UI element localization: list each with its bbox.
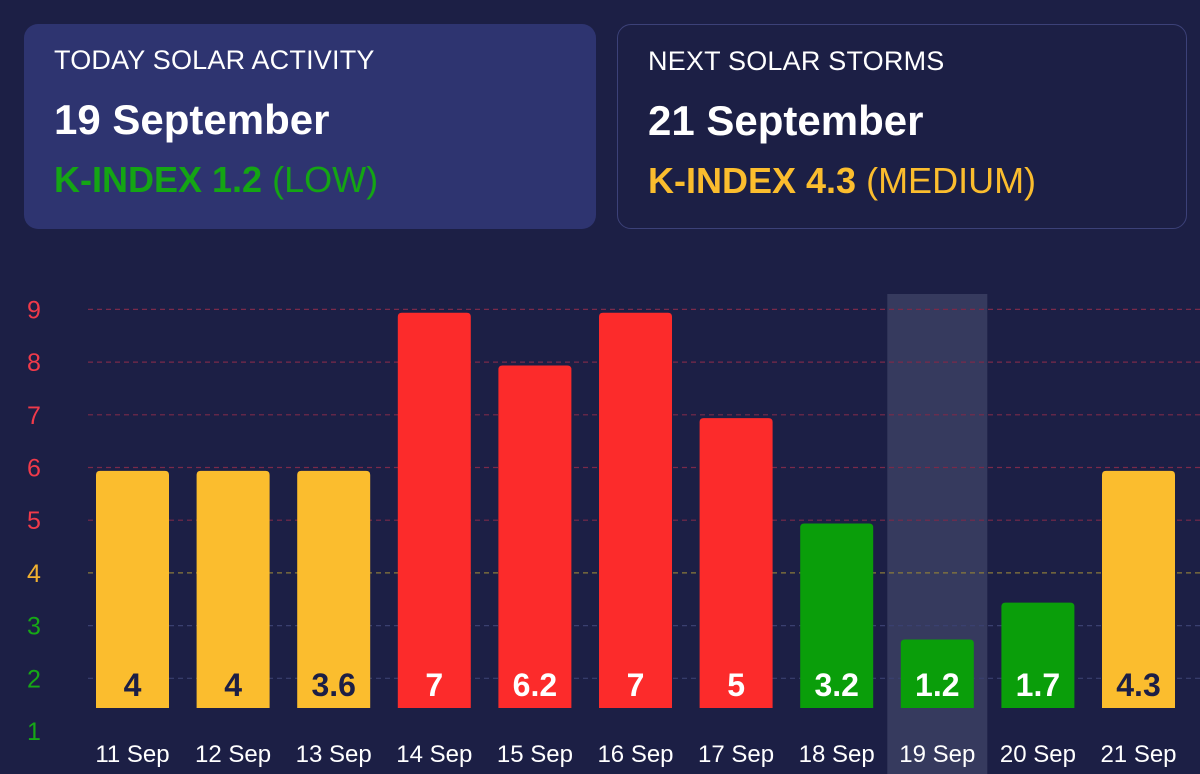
next-index-value: K-INDEX 4.3 [648,160,857,201]
y-tick-label: 8 [27,349,41,377]
y-tick-label: 3 [27,613,41,641]
x-tick-label: 17 Sep [698,741,774,768]
bar-value-label: 7 [627,667,645,703]
x-tick-label: 15 Sep [497,741,573,768]
next-solar-storms-card: NEXT SOLAR STORMS 21 September K-INDEX 4… [617,24,1187,229]
bar-value-label: 3.6 [311,667,355,703]
next-card-label: NEXT SOLAR STORMS [648,46,945,76]
x-tick-label: 16 Sep [597,741,673,768]
y-tick-label: 4 [27,560,41,588]
x-tick-label: 21 Sep [1100,741,1176,768]
x-tick-label: 13 Sep [296,741,372,768]
y-tick-label: 2 [27,665,41,693]
today-index-value: K-INDEX 1.2 [54,159,263,200]
today-card-index: K-INDEX 1.2 (LOW) [54,159,566,201]
bar-value-label: 3.2 [814,667,858,703]
bar [599,312,672,708]
y-tick-label: 7 [27,402,41,430]
bar-value-label: 4 [124,667,142,703]
bar-value-label: 4 [224,667,242,703]
bar [699,418,773,708]
bar [96,470,169,708]
next-index-level: (MEDIUM) [866,160,1037,201]
y-tick-label: 5 [27,507,41,535]
x-tick-label: 19 Sep [899,741,975,768]
today-solar-activity-card: TODAY SOLAR ACTIVITY 19 September K-INDE… [24,24,596,229]
bar [1001,602,1075,708]
bar [196,470,270,708]
bar-value-label: 7 [425,667,443,703]
bar-value-label: 6.2 [513,667,557,703]
today-index-level: (LOW) [272,159,379,200]
next-card-date: 21 September [648,97,924,144]
bar-value-label: 1.7 [1016,667,1060,703]
bar [297,470,371,708]
bar [498,365,572,708]
x-tick-label: 20 Sep [1000,741,1076,768]
bar [800,523,874,708]
bar-value-label: 4.3 [1116,667,1160,703]
x-tick-label: 11 Sep [95,741,169,768]
y-tick-label: 6 [27,455,41,483]
next-card-index: K-INDEX 4.3 (MEDIUM) [648,160,1156,202]
x-tick-label: 12 Sep [195,741,271,768]
today-card-date: 19 September [54,96,330,143]
y-tick-label: 1 [27,718,41,746]
bar [1102,470,1175,708]
today-card-label: TODAY SOLAR ACTIVITY [54,45,375,75]
bar-value-label: 5 [727,667,745,703]
y-tick-label: 9 [27,296,41,324]
bar [397,312,471,708]
x-tick-label: 18 Sep [799,741,875,768]
bar-value-label: 1.2 [915,667,959,703]
x-tick-label: 14 Sep [396,741,472,768]
bar [900,639,974,708]
